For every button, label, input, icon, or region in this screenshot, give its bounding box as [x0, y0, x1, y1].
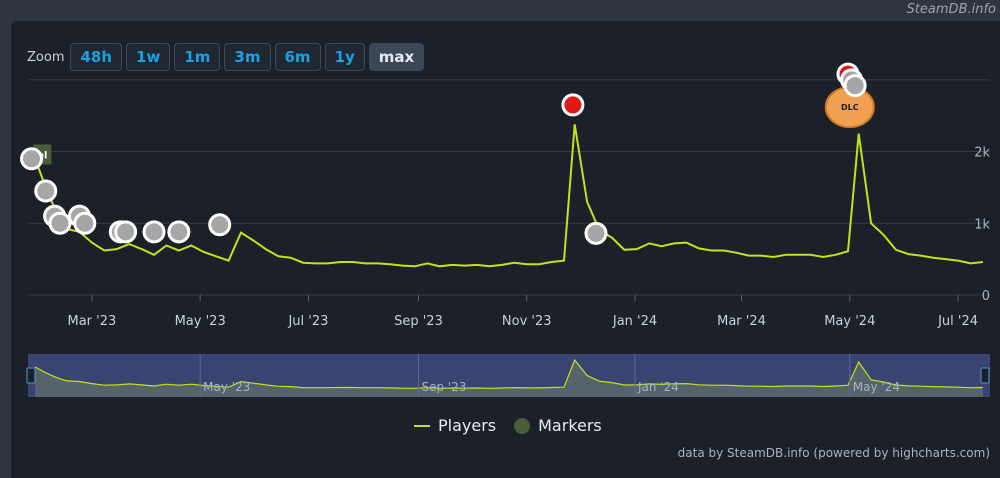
- zoom-1y-button[interactable]: 1y: [324, 43, 365, 71]
- zoom-1w-button[interactable]: 1w: [126, 43, 171, 71]
- zoom-3m-button[interactable]: 3m: [224, 43, 271, 71]
- zoom-6m-button[interactable]: 6m: [274, 43, 321, 71]
- legend-markers-label: Markers: [538, 416, 602, 435]
- zoom-1m-button[interactable]: 1m: [174, 43, 221, 71]
- players-legend-line-icon: [414, 424, 430, 427]
- legend-players-label: Players: [438, 416, 497, 435]
- zoom-48h-button[interactable]: 48h: [70, 43, 123, 71]
- markers-legend-dot-icon: [514, 417, 531, 434]
- legend-players[interactable]: Players: [414, 416, 496, 435]
- legend: Players Markers: [414, 416, 602, 435]
- steamdb-watermark: SteamDB.info: [906, 2, 996, 17]
- chart-panel: [11, 21, 1000, 478]
- credits[interactable]: data by SteamDB.info (powered by highcha…: [677, 446, 990, 460]
- zoom-label: Zoom: [27, 49, 65, 65]
- zoom-max-button[interactable]: max: [368, 43, 425, 71]
- zoom-controls: Zoom 48h 1w 1m 3m 6m 1y max: [27, 43, 425, 71]
- legend-markers[interactable]: Markers: [514, 416, 602, 435]
